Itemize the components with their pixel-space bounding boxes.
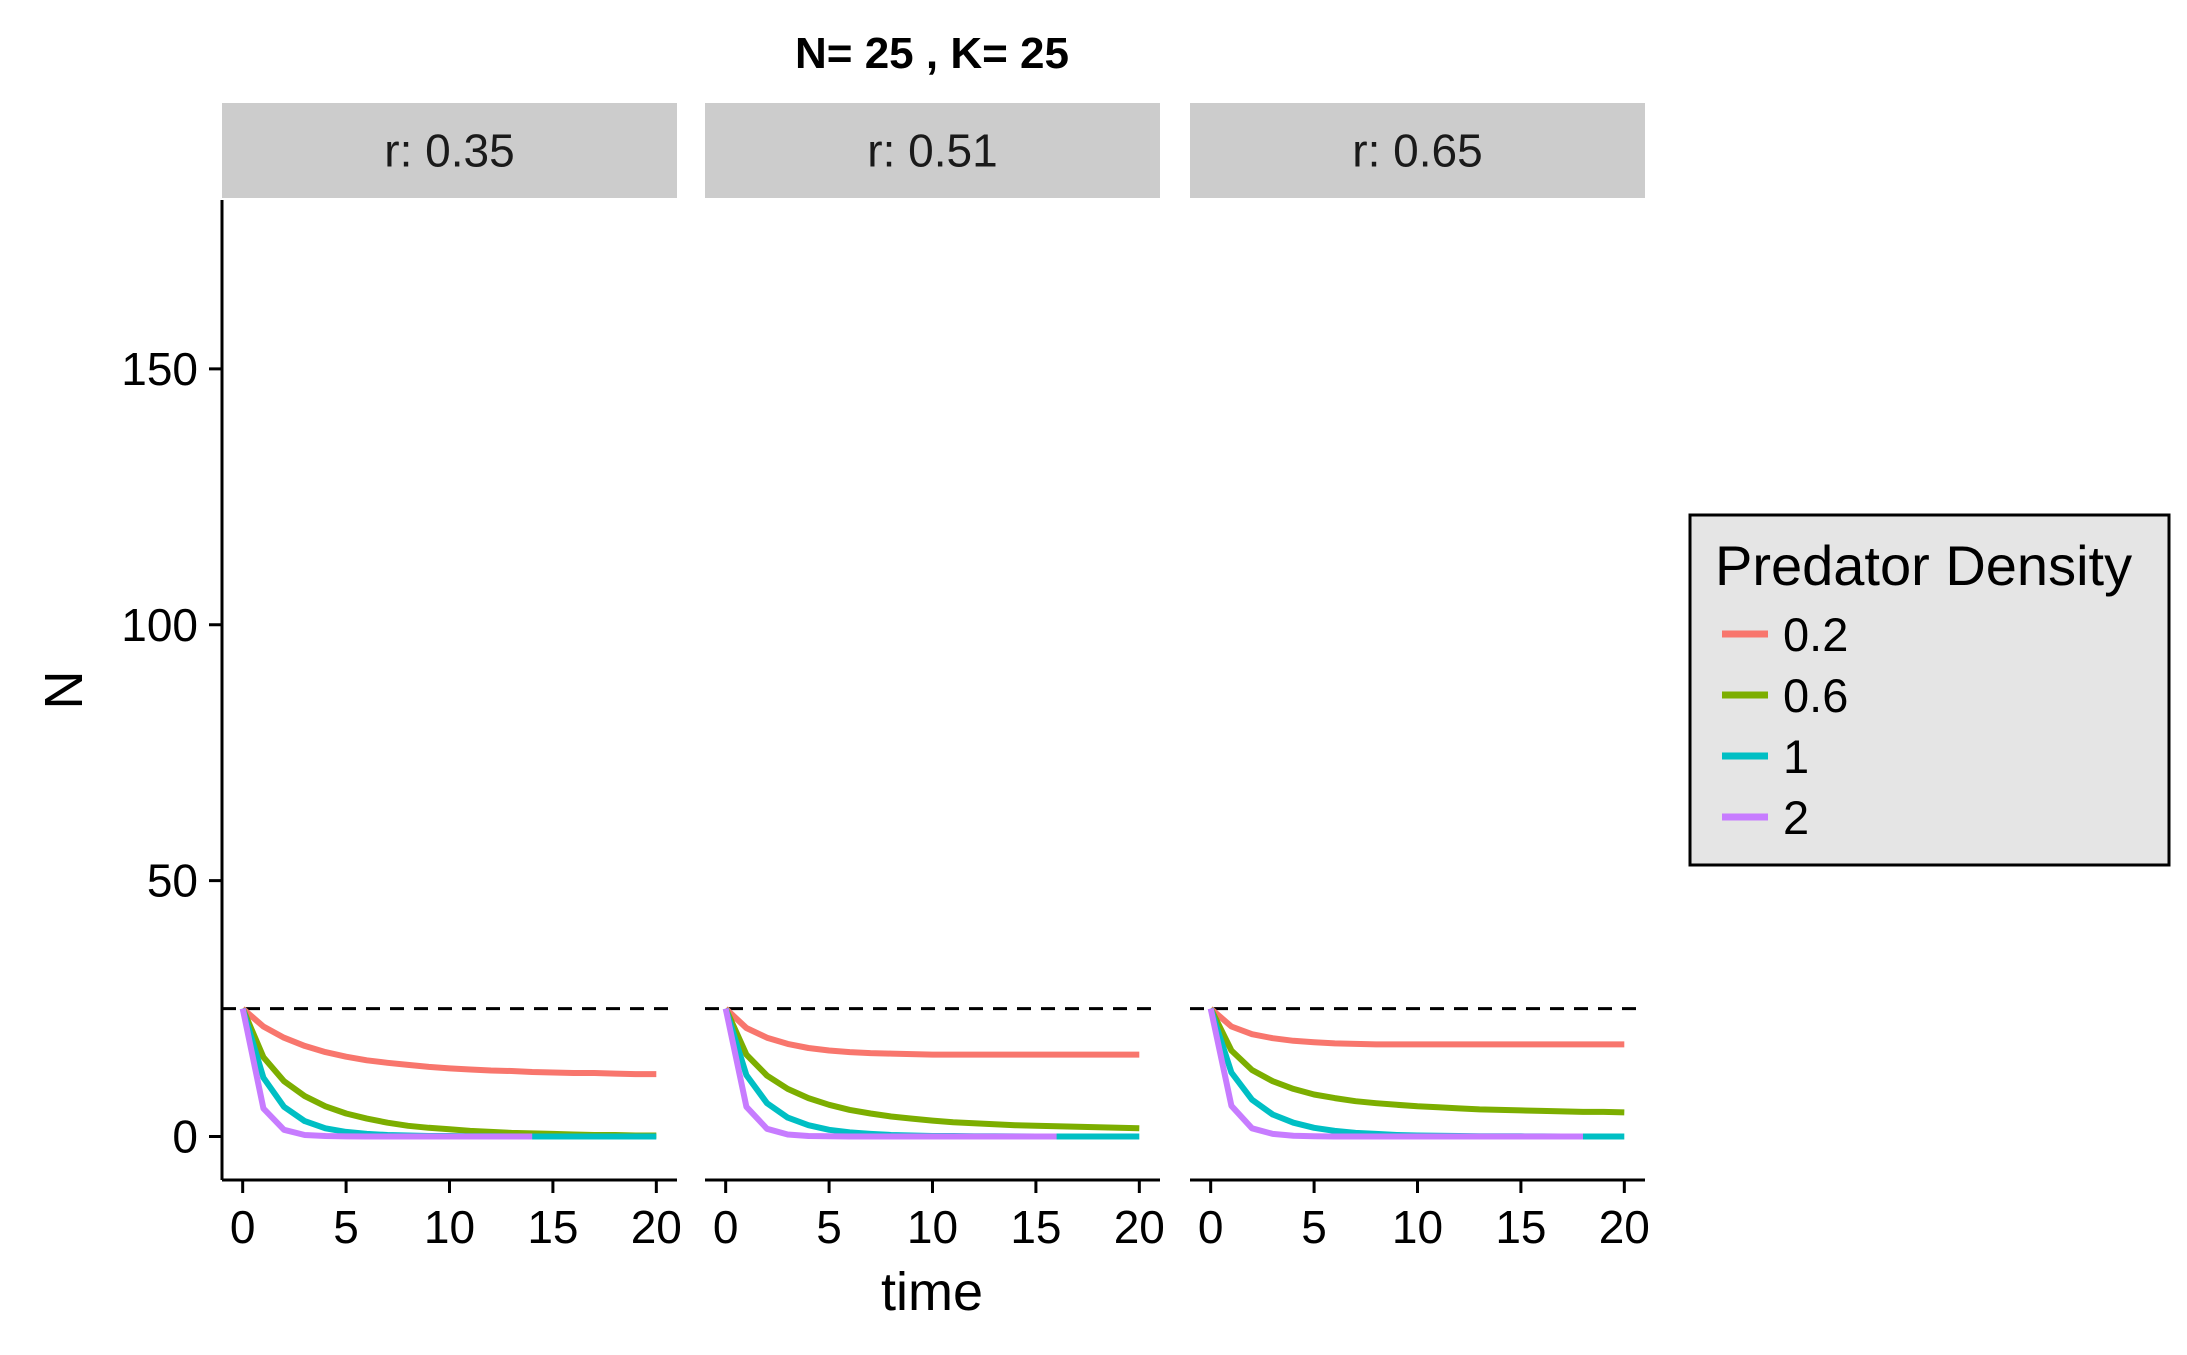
strip-background	[222, 103, 677, 198]
panel-1: r: 0.35 0 5 10 15 20	[222, 103, 682, 1253]
x-tick-label: 10	[424, 1201, 475, 1253]
panel-3: r: 0.65 0 5 10 15 20	[1190, 103, 1650, 1253]
y-tick-label: 50	[147, 855, 198, 907]
legend-label: 0.2	[1783, 608, 1848, 661]
series-line-1	[722, 1007, 1140, 1140]
strip-background	[1190, 103, 1645, 198]
x-tick-label: 0	[230, 1201, 256, 1253]
x-tick-label: 15	[527, 1201, 578, 1253]
x-tick-label: 15	[1495, 1201, 1546, 1253]
y-tick-label: 100	[121, 599, 198, 651]
x-tick-label: 20	[1114, 1201, 1165, 1253]
x-axis-title: time	[881, 1262, 983, 1322]
x-tick-label: 5	[816, 1201, 842, 1253]
x-tick-label: 5	[333, 1201, 359, 1253]
x-tick-label: 15	[1010, 1201, 1061, 1253]
y-axis-title: N	[34, 671, 94, 710]
series-line-0-2	[1208, 1006, 1625, 1048]
legend-label: 2	[1783, 791, 1809, 844]
series-line-0-6	[1208, 1007, 1625, 1116]
x-tick-label: 20	[1599, 1201, 1650, 1253]
series-line-2	[1207, 1007, 1583, 1140]
strip-label: r: 0.51	[867, 125, 997, 177]
legend-label: 0.6	[1783, 669, 1848, 722]
x-tick-label: 20	[631, 1201, 682, 1253]
legend-box	[1688, 513, 2171, 867]
strip-label: r: 0.35	[384, 125, 514, 177]
series-line-2	[722, 1007, 1057, 1140]
series-line-0-2	[240, 1006, 657, 1078]
x-tick-label: 10	[907, 1201, 958, 1253]
strip-label: r: 0.65	[1352, 125, 1482, 177]
x-tick-label: 5	[1301, 1201, 1327, 1253]
chart-title: N= 25 , K= 25	[795, 29, 1069, 78]
x-tick-label: 0	[713, 1201, 739, 1253]
series-line-0-2	[723, 1006, 1140, 1058]
panel-2: r: 0.51 0 5 10 15 20	[705, 103, 1165, 1253]
series-line-0-6	[722, 1007, 1140, 1132]
legend-title: Predator Density	[1715, 534, 2132, 597]
y-tick-label: 0	[172, 1111, 198, 1163]
series-line-2	[239, 1007, 533, 1140]
legend: Predator Density 0.2 0.6 1 2	[1688, 513, 2171, 867]
strip-background	[705, 103, 1160, 198]
x-tick-label: 0	[1198, 1201, 1224, 1253]
x-tick-label: 10	[1392, 1201, 1443, 1253]
y-tick-label: 150	[121, 343, 198, 395]
legend-label: 1	[1783, 730, 1809, 783]
series-line-1	[1207, 1007, 1625, 1140]
